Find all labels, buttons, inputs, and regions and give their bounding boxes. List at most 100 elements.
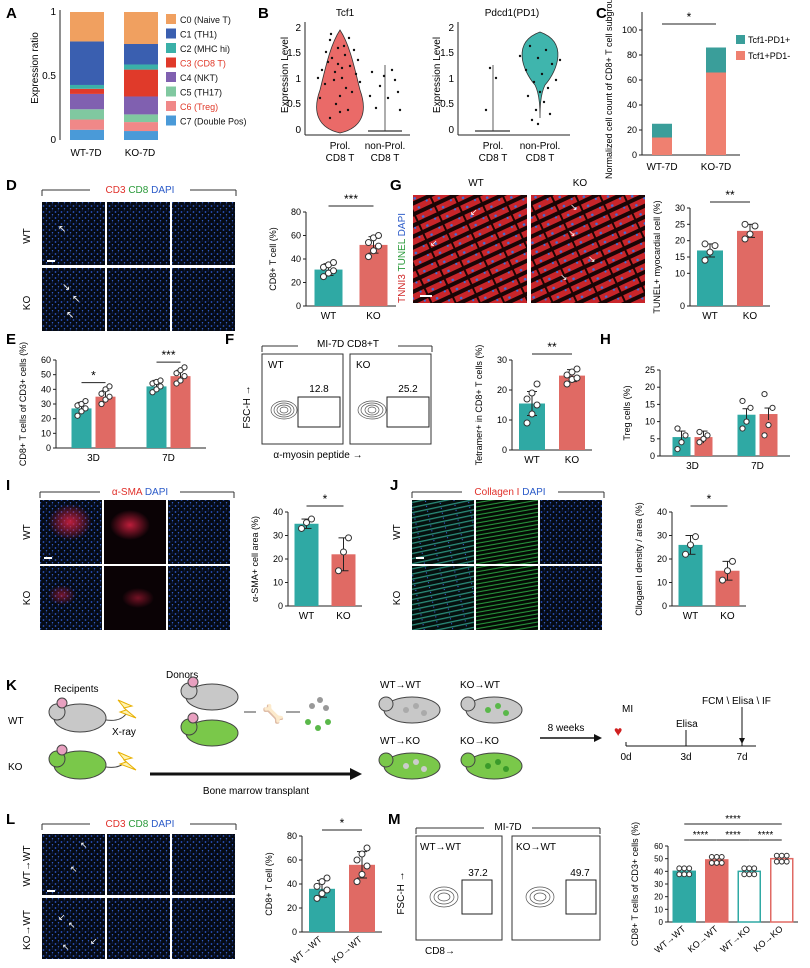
panel-c-xtick: WT-7D (646, 162, 677, 173)
panel-e-chart: CD8+ T cells of CD3+ cells (%) 0 10 20 30 40 5… (18, 342, 206, 466)
xray-label: X-ray (112, 727, 136, 738)
data-point (536, 122, 540, 126)
x-tick-label: WT (683, 611, 699, 622)
stack-segment (124, 131, 158, 140)
data-point (568, 368, 576, 376)
gate-value: 12.8 (309, 384, 329, 395)
data-point (303, 519, 310, 527)
panel-d-stain: CD3 CD8 DAPI (106, 185, 175, 196)
data-point (332, 78, 336, 82)
data-point (761, 390, 768, 398)
panel-label-m: M (388, 811, 401, 828)
data-point (181, 373, 188, 380)
data-point (298, 524, 305, 532)
data-point (363, 862, 371, 870)
panel-b-xtick: non-Prol. (520, 141, 561, 152)
panel-b-tcf1: Tcf1 Expression Level 0 0.5 1 1.5 2 Prol… (280, 8, 410, 164)
data-point (335, 567, 342, 575)
panel-b-xtick: Prol. (483, 141, 504, 152)
y-tick-label: 0 (296, 301, 301, 311)
data-point (724, 567, 731, 575)
data-point (370, 247, 377, 255)
data-point (173, 370, 180, 377)
data-point (375, 242, 382, 250)
panel-d-row: WT (22, 228, 33, 244)
significance-label: * (91, 369, 96, 383)
y-tick-label: 40 (287, 879, 297, 889)
data-point (396, 90, 400, 94)
data-point (494, 76, 498, 80)
data-point (729, 557, 736, 565)
svg-text:1.5: 1.5 (440, 48, 454, 59)
data-point (741, 871, 748, 878)
svg-text:↘: ↘ (568, 228, 576, 238)
data-point (106, 393, 113, 400)
data-point (743, 418, 750, 425)
y-tick-label: 20 (645, 382, 655, 392)
data-point (336, 46, 340, 50)
data-point (181, 364, 188, 371)
data-point (390, 68, 394, 72)
x-tick-label: KO (565, 455, 580, 466)
data-point (342, 44, 346, 48)
panel-b-xtick: CD8 T (371, 153, 400, 164)
panel-g-col: KO (573, 178, 588, 189)
panel-f-flow: MI-7D CD8+T FSC-H → WT KO 12.8 25.2 α-my… (242, 337, 433, 461)
data-point (696, 428, 703, 436)
legend-label: C5 (TH17) (180, 88, 222, 98)
panel-m-xaxis: CD8→ (425, 946, 455, 957)
data-point (358, 850, 366, 858)
panel-l-chart: CD8+ T cell (%) 0 20 40 60 80 WT→WT KO→WT * (264, 816, 382, 966)
data-point (718, 854, 725, 860)
group-label: KO→KO (460, 736, 499, 747)
panel-b-tcf1-title: Tcf1 (336, 8, 355, 19)
data-point (157, 377, 164, 384)
panel-label-e: E (6, 331, 16, 348)
y-tick-label: 40 (291, 254, 301, 264)
svg-text:↙: ↙ (430, 238, 438, 248)
stack-segment (652, 123, 672, 138)
svg-text:0.5: 0.5 (287, 99, 301, 110)
stack-segment (124, 12, 158, 44)
data-point (761, 432, 768, 439)
data-point (778, 852, 785, 859)
mouse-icon (378, 696, 441, 724)
x-tick-label: KO→KO (752, 924, 785, 954)
panel-label-i: I (6, 477, 10, 494)
stack-segment (124, 122, 158, 132)
data-point (320, 68, 324, 72)
violin-prol-tcf1 (316, 29, 364, 134)
y-axis-label: CD8+ T cell (%) (268, 227, 278, 290)
x-tick-label: KO (336, 611, 351, 622)
data-point (347, 36, 351, 40)
data-point (713, 854, 720, 860)
panel-b-xtick: Prol. (330, 141, 351, 152)
data-point (102, 386, 109, 393)
data-point (98, 400, 105, 408)
svg-text:↖: ↖ (70, 864, 78, 874)
bar (770, 857, 794, 923)
data-point (78, 408, 85, 415)
svg-text:1: 1 (295, 74, 301, 85)
data-point (524, 68, 528, 72)
data-point (674, 446, 681, 453)
data-point (358, 870, 366, 878)
data-point (338, 94, 342, 98)
panel-c-chart: Normalized cell count of CD8+ T cell sub… (604, 0, 790, 179)
cells-icon (305, 697, 331, 731)
data-point (528, 44, 532, 48)
panel-j-row: KO (392, 591, 403, 606)
y-tick-label: 0 (650, 451, 655, 461)
svg-text:0: 0 (448, 125, 454, 136)
data-point (706, 248, 714, 256)
data-point (330, 259, 337, 267)
y-tick-label: 30 (675, 203, 685, 213)
panel-d-chart: CD8+ T cell (%) 0 20 40 60 80 WT KO *** (268, 192, 396, 322)
data-point (173, 380, 180, 387)
legend-swatch (166, 14, 176, 24)
panel-a-xtick: KO-7D (125, 148, 156, 159)
data-point (769, 404, 776, 411)
data-point (82, 397, 89, 405)
data-point (378, 84, 382, 88)
y-tick-label: 20 (654, 893, 663, 902)
